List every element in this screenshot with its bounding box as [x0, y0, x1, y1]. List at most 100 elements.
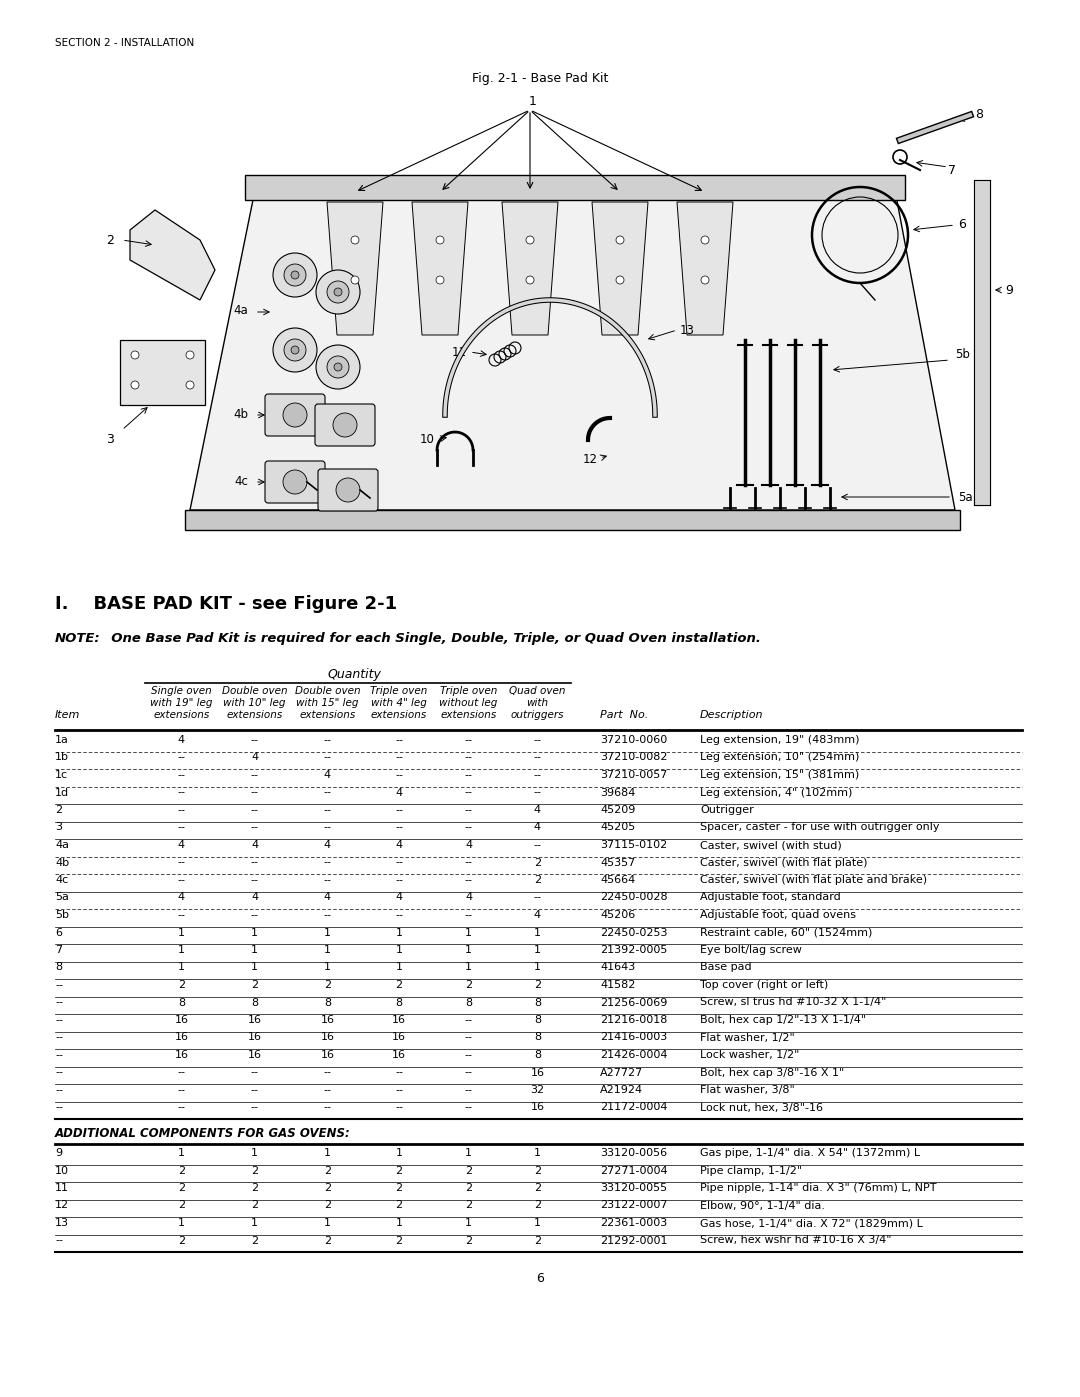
Text: 4: 4	[251, 753, 258, 763]
Text: 4a: 4a	[233, 303, 248, 317]
Text: 16: 16	[392, 1051, 406, 1060]
Text: 4: 4	[178, 893, 185, 902]
Text: 45357: 45357	[600, 858, 635, 868]
Text: 9: 9	[55, 1148, 63, 1158]
Text: 5b: 5b	[55, 909, 69, 921]
Text: --: --	[55, 981, 63, 990]
Text: 22450-0253: 22450-0253	[600, 928, 667, 937]
Text: 7: 7	[948, 163, 956, 176]
Text: 1: 1	[395, 944, 403, 956]
Circle shape	[291, 346, 299, 353]
Text: Caster, swivel (with stud): Caster, swivel (with stud)	[700, 840, 841, 849]
Text: 9: 9	[1005, 284, 1013, 296]
Text: 2: 2	[324, 1235, 332, 1246]
Text: --: --	[177, 1085, 186, 1095]
Text: 8: 8	[55, 963, 63, 972]
Text: 4: 4	[251, 893, 258, 902]
Bar	[120, 339, 205, 405]
Text: 5b: 5b	[955, 348, 970, 362]
Text: 2: 2	[251, 1235, 258, 1246]
Text: 8: 8	[975, 109, 983, 122]
Text: 39684: 39684	[600, 788, 635, 798]
Text: 16: 16	[321, 1016, 335, 1025]
Text: --: --	[395, 805, 403, 814]
Text: 11: 11	[55, 1183, 69, 1193]
Text: --: --	[177, 823, 186, 833]
Text: I.    BASE PAD KIT - see Figure 2-1: I. BASE PAD KIT - see Figure 2-1	[55, 595, 397, 613]
Text: extensions: extensions	[441, 710, 497, 719]
Text: 1a: 1a	[55, 735, 69, 745]
Text: Double oven: Double oven	[221, 686, 287, 696]
Text: --: --	[55, 997, 63, 1007]
Text: 2: 2	[534, 858, 541, 868]
Text: --: --	[177, 1102, 186, 1112]
Text: 45209: 45209	[600, 805, 635, 814]
Text: 2: 2	[178, 1183, 185, 1193]
Text: 33120-0056: 33120-0056	[600, 1148, 667, 1158]
Text: --: --	[464, 1085, 473, 1095]
Text: 2: 2	[178, 1235, 185, 1246]
Text: 37210-0082: 37210-0082	[600, 753, 667, 763]
Text: 2: 2	[251, 1200, 258, 1210]
Circle shape	[701, 277, 708, 284]
Text: 4: 4	[395, 893, 403, 902]
Text: Spacer, caster - for use with outrigger only: Spacer, caster - for use with outrigger …	[700, 823, 940, 833]
Text: 8: 8	[395, 997, 403, 1007]
Text: One Base Pad Kit is required for each Single, Double, Triple, or Quad Oven insta: One Base Pad Kit is required for each Si…	[102, 631, 761, 645]
Text: 1: 1	[529, 95, 537, 108]
Text: with 10" leg: with 10" leg	[224, 698, 286, 708]
Circle shape	[283, 402, 307, 427]
Text: 45205: 45205	[600, 823, 635, 833]
Text: Lock washer, 1/2": Lock washer, 1/2"	[700, 1051, 799, 1060]
Text: Triple oven: Triple oven	[370, 686, 428, 696]
Text: --: --	[395, 823, 403, 833]
Text: --: --	[324, 875, 332, 886]
Text: 4: 4	[178, 840, 185, 849]
Text: Caster, swivel (with flat plate): Caster, swivel (with flat plate)	[700, 858, 867, 868]
Text: 4c: 4c	[234, 475, 248, 489]
Text: 2: 2	[251, 1165, 258, 1175]
Text: --: --	[55, 1085, 63, 1095]
Text: 2: 2	[106, 233, 113, 246]
Text: --: --	[324, 909, 332, 921]
Text: 16: 16	[530, 1067, 544, 1077]
Text: 1: 1	[251, 1148, 258, 1158]
Text: with: with	[526, 698, 549, 708]
Polygon shape	[190, 190, 955, 510]
Text: Single oven: Single oven	[151, 686, 212, 696]
Text: Adjustable foot, standard: Adjustable foot, standard	[700, 893, 840, 902]
Circle shape	[327, 281, 349, 303]
Text: 4: 4	[464, 840, 472, 849]
Text: Restraint cable, 60" (1524mm): Restraint cable, 60" (1524mm)	[700, 928, 873, 937]
Text: Caster, swivel (with flat plate and brake): Caster, swivel (with flat plate and brak…	[700, 875, 927, 886]
Text: --: --	[324, 1085, 332, 1095]
Text: 6: 6	[55, 928, 62, 937]
Text: Bolt, hex cap 3/8"-16 X 1": Bolt, hex cap 3/8"-16 X 1"	[700, 1067, 845, 1077]
Text: 1: 1	[534, 944, 541, 956]
Text: outriggers: outriggers	[511, 710, 564, 719]
Circle shape	[334, 363, 342, 372]
Text: 37210-0060: 37210-0060	[600, 735, 667, 745]
Text: --: --	[395, 909, 403, 921]
Text: --: --	[251, 805, 258, 814]
Text: Item: Item	[55, 710, 80, 719]
Text: 22361-0003: 22361-0003	[600, 1218, 667, 1228]
Circle shape	[336, 478, 360, 502]
Text: 21292-0001: 21292-0001	[600, 1235, 667, 1246]
Polygon shape	[411, 203, 468, 335]
Text: --: --	[464, 788, 473, 798]
FancyBboxPatch shape	[265, 394, 325, 436]
Text: --: --	[324, 788, 332, 798]
Text: 32: 32	[530, 1085, 544, 1095]
Text: --: --	[177, 753, 186, 763]
Text: 1: 1	[534, 963, 541, 972]
Text: --: --	[395, 735, 403, 745]
Text: 2: 2	[251, 981, 258, 990]
Text: 16: 16	[321, 1051, 335, 1060]
Text: 4: 4	[534, 823, 541, 833]
Text: Gas pipe, 1-1/4" dia. X 54" (1372mm) L: Gas pipe, 1-1/4" dia. X 54" (1372mm) L	[700, 1148, 920, 1158]
Text: 45664: 45664	[600, 875, 635, 886]
Bar	[245, 175, 905, 200]
Text: --: --	[177, 805, 186, 814]
Text: 8: 8	[534, 997, 541, 1007]
